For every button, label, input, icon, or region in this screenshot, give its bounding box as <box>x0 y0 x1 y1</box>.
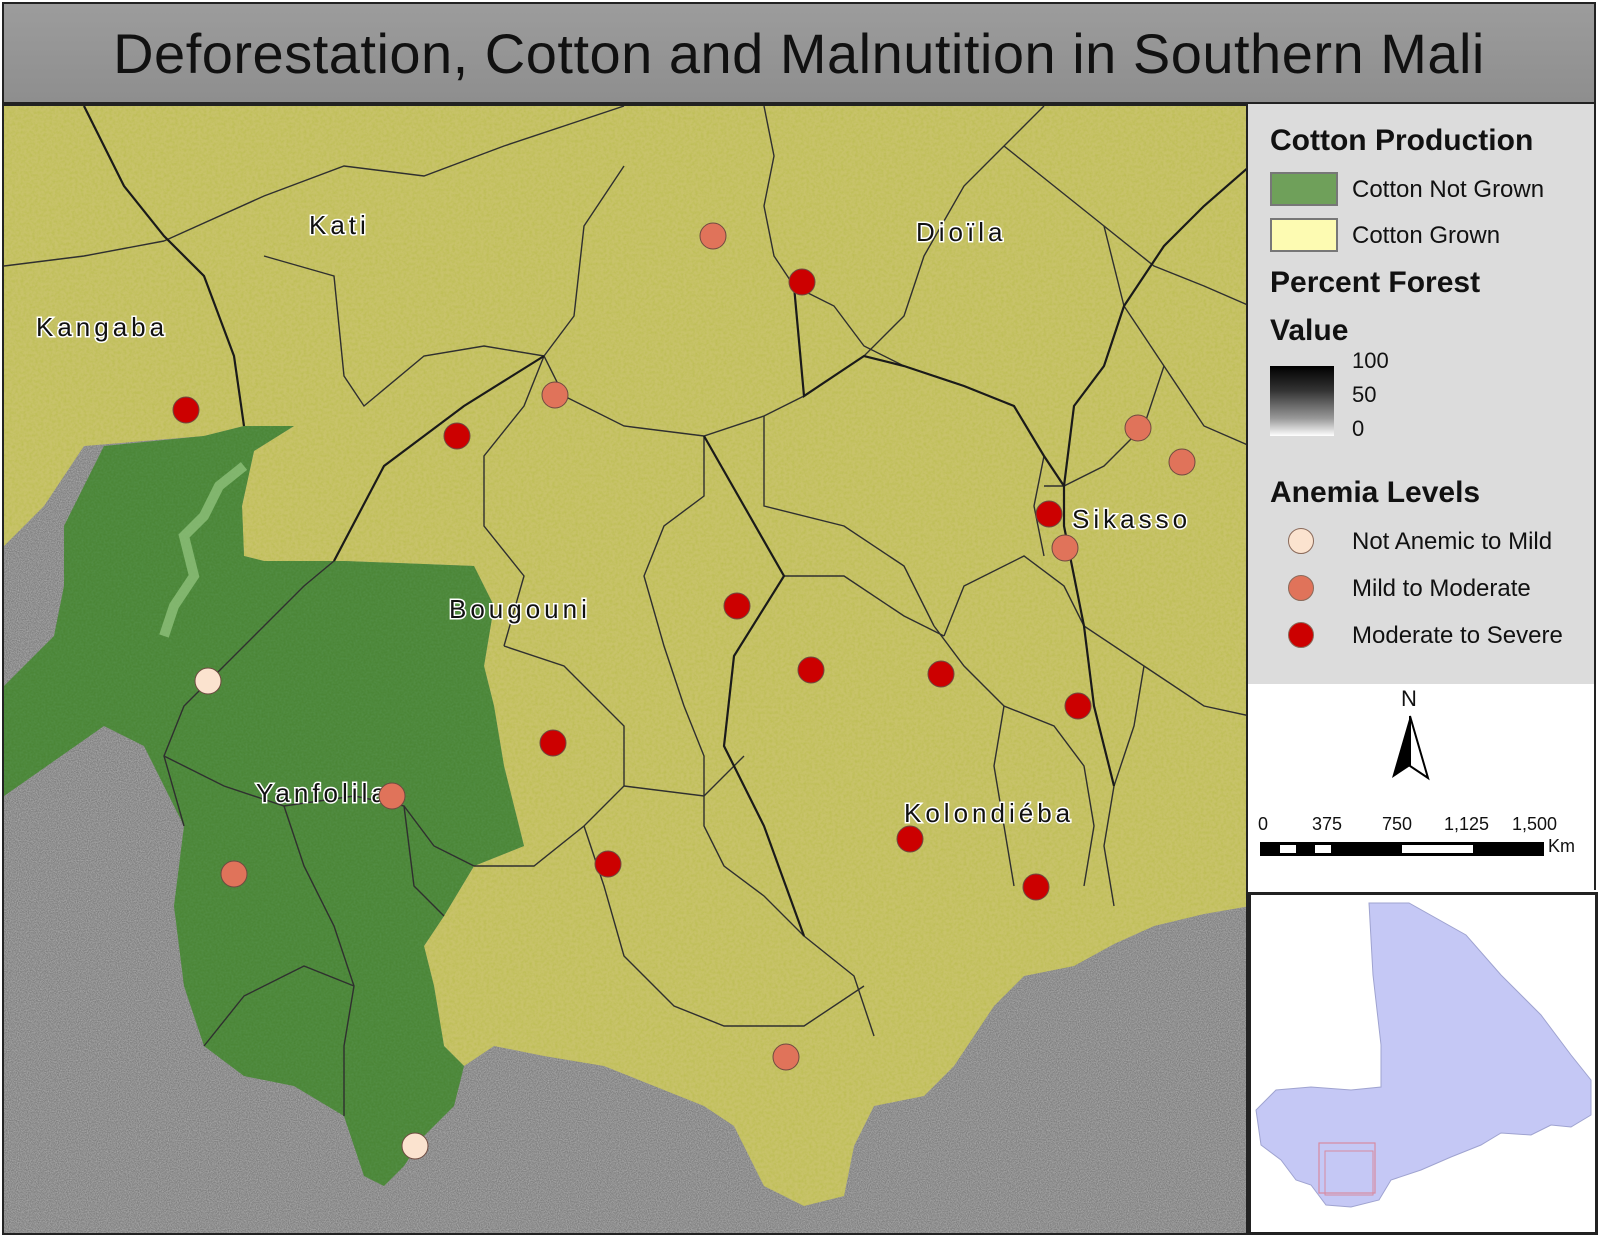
map-title: Deforestation, Cotton and Malnutition in… <box>113 21 1485 85</box>
label-sikasso: Sikasso <box>1072 504 1191 534</box>
map-canvas[interactable]: Kati Dioïla Kangaba Bougouni Sikasso Yan… <box>4 106 1248 1235</box>
mali-country-shape <box>1255 902 1592 1208</box>
forest-scale-high: 100 <box>1352 348 1389 373</box>
anemia-point-mild-to-moderate[interactable] <box>1168 448 1196 476</box>
dot-mild-to-moderate <box>1288 575 1314 601</box>
anemia-point-mild-to-moderate[interactable] <box>378 782 406 810</box>
anemia-point-mild-to-moderate[interactable] <box>772 1043 800 1071</box>
anemia-point-moderate-to-severe[interactable] <box>1064 692 1092 720</box>
inset-extent-box <box>1318 1142 1376 1194</box>
river <box>159 462 248 638</box>
anemia-points <box>172 222 1196 1160</box>
label-yanfolila: Yanfolila <box>256 778 390 808</box>
dot-not-anemic-to-mild <box>1288 528 1314 554</box>
legend-anemia-not-anemic-label: Not Anemic to Mild <box>1352 528 1553 555</box>
label-kolondieba: Kolondiéba <box>904 798 1074 828</box>
region-boundaries <box>83 106 1246 937</box>
place-labels: Kati Dioïla Kangaba Bougouni Sikasso Yan… <box>35 209 1191 830</box>
scale-tick-1: 375 <box>1312 814 1343 834</box>
legend-forest-heading: Percent Forest <box>1270 266 1481 299</box>
north-arrow-and-scale: N 0 375 750 1,125 1,500 Km <box>1248 684 1596 890</box>
scale-tick-4: 1,500 <box>1512 814 1558 834</box>
label-bougouni: Bougouni <box>449 594 591 624</box>
forest-scale-mid: 50 <box>1352 382 1377 407</box>
label-kati: Kati <box>309 210 370 240</box>
inset-extent-box-inner <box>1324 1150 1374 1196</box>
scale-bar <box>1260 842 1544 856</box>
anemia-point-moderate-to-severe[interactable] <box>1035 500 1063 528</box>
legend-panel: Cotton Production Cotton Not Grown Cotto… <box>1248 104 1596 684</box>
legend-cotton-grown-label: Cotton Grown <box>1352 222 1501 249</box>
anemia-point-moderate-to-severe[interactable] <box>594 850 622 878</box>
anemia-point-moderate-to-severe[interactable] <box>797 656 825 684</box>
anemia-point-mild-to-moderate[interactable] <box>220 860 248 888</box>
scale-unit: Km <box>1548 836 1575 856</box>
anemia-point-mild-to-moderate[interactable] <box>699 222 727 250</box>
anemia-point-mild-to-moderate[interactable] <box>1124 414 1152 442</box>
anemia-point-moderate-to-severe[interactable] <box>539 729 567 757</box>
forest-scale-low: 0 <box>1352 416 1365 441</box>
legend-forest-subheading: Value <box>1270 314 1349 347</box>
cotton-grown-texture <box>4 106 1246 1206</box>
anemia-point-mild-to-moderate[interactable] <box>541 381 569 409</box>
label-kangaba: Kangaba <box>36 312 168 342</box>
scale-tick-0: 0 <box>1258 814 1269 834</box>
north-arrow-icon <box>1392 715 1430 781</box>
inset-locator-map <box>1248 892 1598 1235</box>
legend-cotton-not-grown-label: Cotton Not Grown <box>1352 176 1545 203</box>
anemia-point-moderate-to-severe[interactable] <box>1022 873 1050 901</box>
scale-tick-3: 1,125 <box>1444 814 1490 834</box>
anemia-point-not-anemic-to-mild[interactable] <box>194 667 222 695</box>
legend-anemia-heading: Anemia Levels <box>1270 476 1481 509</box>
scale-tick-2: 750 <box>1382 814 1413 834</box>
anemia-point-moderate-to-severe[interactable] <box>723 592 751 620</box>
anemia-point-moderate-to-severe[interactable] <box>927 660 955 688</box>
main-map[interactable]: Kati Dioïla Kangaba Bougouni Sikasso Yan… <box>2 104 1248 1235</box>
inset-mali-outline <box>1255 902 1592 1208</box>
anemia-point-moderate-to-severe[interactable] <box>788 268 816 296</box>
north-arrow: N <box>1384 686 1436 782</box>
legend-cotton-heading: Cotton Production <box>1270 124 1534 157</box>
legend-anemia-moderate-severe-label: Moderate to Severe <box>1352 622 1563 649</box>
anemia-point-moderate-to-severe[interactable] <box>896 825 924 853</box>
anemia-point-moderate-to-severe[interactable] <box>443 422 471 450</box>
north-arrow-label: N <box>1401 686 1417 711</box>
map-title-bar: Deforestation, Cotton and Malnutition in… <box>2 2 1596 104</box>
swatch-cotton-grown <box>1270 218 1338 252</box>
anemia-point-mild-to-moderate[interactable] <box>1051 534 1079 562</box>
anemia-point-moderate-to-severe[interactable] <box>172 396 200 424</box>
swatch-cotton-not-grown <box>1270 172 1338 206</box>
forest-gradient-bar <box>1270 366 1334 436</box>
label-dioila: Dioïla <box>916 217 1006 247</box>
dot-moderate-to-severe <box>1288 622 1314 648</box>
cotton-not-grown-texture <box>4 426 524 1186</box>
legend-anemia-mild-moderate-label: Mild to Moderate <box>1352 575 1531 602</box>
anemia-point-not-anemic-to-mild[interactable] <box>401 1132 429 1160</box>
